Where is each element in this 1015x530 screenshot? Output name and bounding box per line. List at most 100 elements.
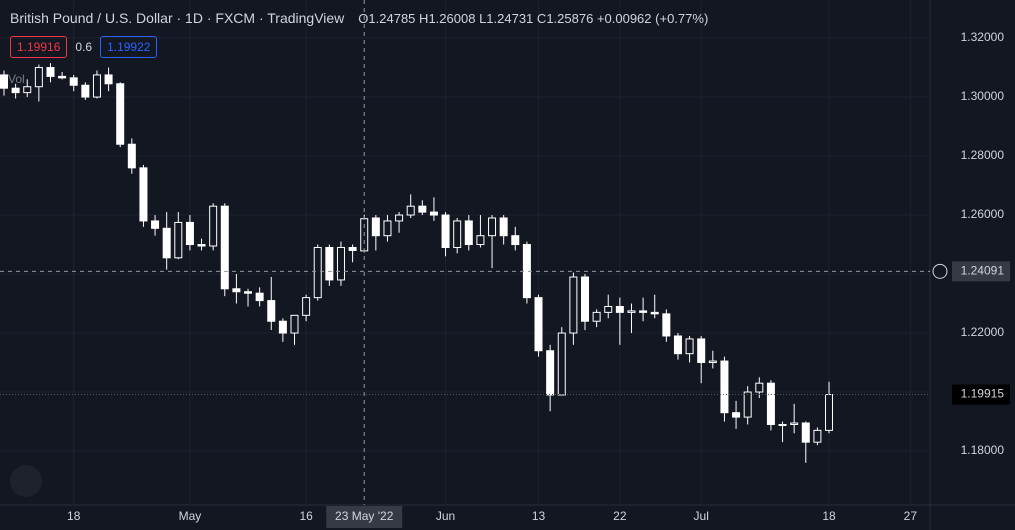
candle-body <box>290 314 299 334</box>
candle-body <box>825 394 834 431</box>
ohlc-label: H <box>419 10 429 26</box>
x-tick-label: 16 <box>299 509 313 523</box>
candle-body <box>174 221 183 259</box>
candle-body <box>383 220 392 237</box>
candle-body <box>557 332 566 396</box>
last-price: 1.19915 <box>961 387 1005 401</box>
candle-body <box>453 220 462 248</box>
candle-body <box>0 74 8 89</box>
candle-body <box>116 83 125 145</box>
y-tick-label: 1.30000 <box>961 89 1005 103</box>
ohlc-value: 1.24785 <box>368 10 416 26</box>
y-tick-label: 1.22000 <box>961 325 1005 339</box>
candle-body <box>627 310 636 313</box>
candle-body <box>23 86 32 94</box>
candle-body <box>371 217 380 237</box>
candle-body <box>662 313 671 337</box>
change: +0.00962 <box>596 10 652 26</box>
candle-body <box>325 246 334 281</box>
candle-body <box>743 391 752 418</box>
candle-body <box>220 205 229 290</box>
change-pct: (+0.77%) <box>655 10 709 26</box>
trade-panel: 1.19916 0.6 1.19922 <box>10 36 158 58</box>
candle-body <box>639 310 648 313</box>
crosshair-price-box <box>952 261 1010 282</box>
x-tick-label: 13 <box>532 509 546 523</box>
candle-body <box>546 350 555 396</box>
candle-body <box>499 217 508 237</box>
candle-body <box>790 422 799 425</box>
x-tick-label: 18 <box>822 509 836 523</box>
candle-body <box>139 167 148 222</box>
candle-body <box>34 67 43 88</box>
candle-body <box>534 297 543 352</box>
header: British Pound / U.S. Dollar · 1D · FXCM … <box>10 10 708 26</box>
y-tick-label: 1.26000 <box>961 207 1005 221</box>
add-alert <box>932 263 948 279</box>
y-tick-label: 1.18000 <box>961 443 1005 457</box>
candle-body <box>720 360 729 414</box>
volume-label: Vol <box>8 72 25 86</box>
ohlc-value: 1.25876 <box>546 10 594 26</box>
candle-body <box>46 67 55 77</box>
candle-body <box>232 288 241 293</box>
candle-body <box>92 74 101 98</box>
crosshair-date: 23 May '22 <box>335 509 394 523</box>
candle-body <box>244 291 253 294</box>
candle-body <box>151 220 160 229</box>
candle-body <box>778 423 787 426</box>
candle-body <box>406 205 415 216</box>
candle-body <box>813 429 822 443</box>
candle-body <box>104 74 113 85</box>
candle-body <box>302 297 311 316</box>
candle-body <box>313 246 322 299</box>
candle-body <box>395 214 404 222</box>
candle-body <box>488 217 497 237</box>
x-tick-label: 22 <box>613 509 627 523</box>
candle-body <box>278 320 287 334</box>
candle-body <box>673 335 682 355</box>
candle-body <box>697 338 706 364</box>
candle-body <box>569 276 578 334</box>
candle-body <box>801 422 810 443</box>
x-tick-label: May <box>179 509 202 523</box>
candle-body <box>58 75 67 79</box>
candle-body <box>429 211 438 216</box>
ohlc-label: C <box>536 10 547 26</box>
candle-body <box>336 246 345 281</box>
candle-body <box>197 244 206 247</box>
candle-body <box>732 412 741 418</box>
candle-body <box>441 214 450 248</box>
ohlc-label: L <box>479 10 487 26</box>
logo <box>10 465 42 497</box>
candle-body <box>511 235 520 246</box>
candle-body <box>685 338 694 355</box>
candle-body <box>418 205 427 213</box>
candle-body <box>755 382 764 393</box>
candle-body <box>348 246 357 251</box>
spread: 0.6 <box>75 40 93 54</box>
y-tick-label: 1.28000 <box>961 148 1005 162</box>
candle-body <box>127 143 136 169</box>
crosshair-date-box <box>326 506 403 528</box>
y-tick-label: 1.32000 <box>961 30 1005 44</box>
candle-body <box>592 311 601 322</box>
buy-price[interactable]: 1.19922 <box>100 36 158 58</box>
sell-price[interactable]: 1.19916 <box>10 36 68 58</box>
ohlc-label: O <box>358 10 369 26</box>
candle-body <box>650 311 659 315</box>
candle-body <box>604 305 613 313</box>
crosshair-price: 1.24091 <box>961 264 1005 278</box>
candle-body <box>615 305 624 313</box>
x-tick-label: Jun <box>436 509 455 523</box>
candle-body <box>69 77 78 86</box>
chart-title: British Pound / U.S. Dollar · 1D · FXCM … <box>10 10 345 26</box>
candle-body <box>185 221 194 246</box>
candle-body <box>162 227 171 259</box>
candle-body <box>81 84 90 98</box>
candle-body <box>209 205 218 247</box>
last-price-box <box>952 384 1010 405</box>
ohlc: O1.24785 H1.26008 L1.24731 C1.25876 +0.0… <box>358 11 708 26</box>
candle-body <box>766 382 775 425</box>
